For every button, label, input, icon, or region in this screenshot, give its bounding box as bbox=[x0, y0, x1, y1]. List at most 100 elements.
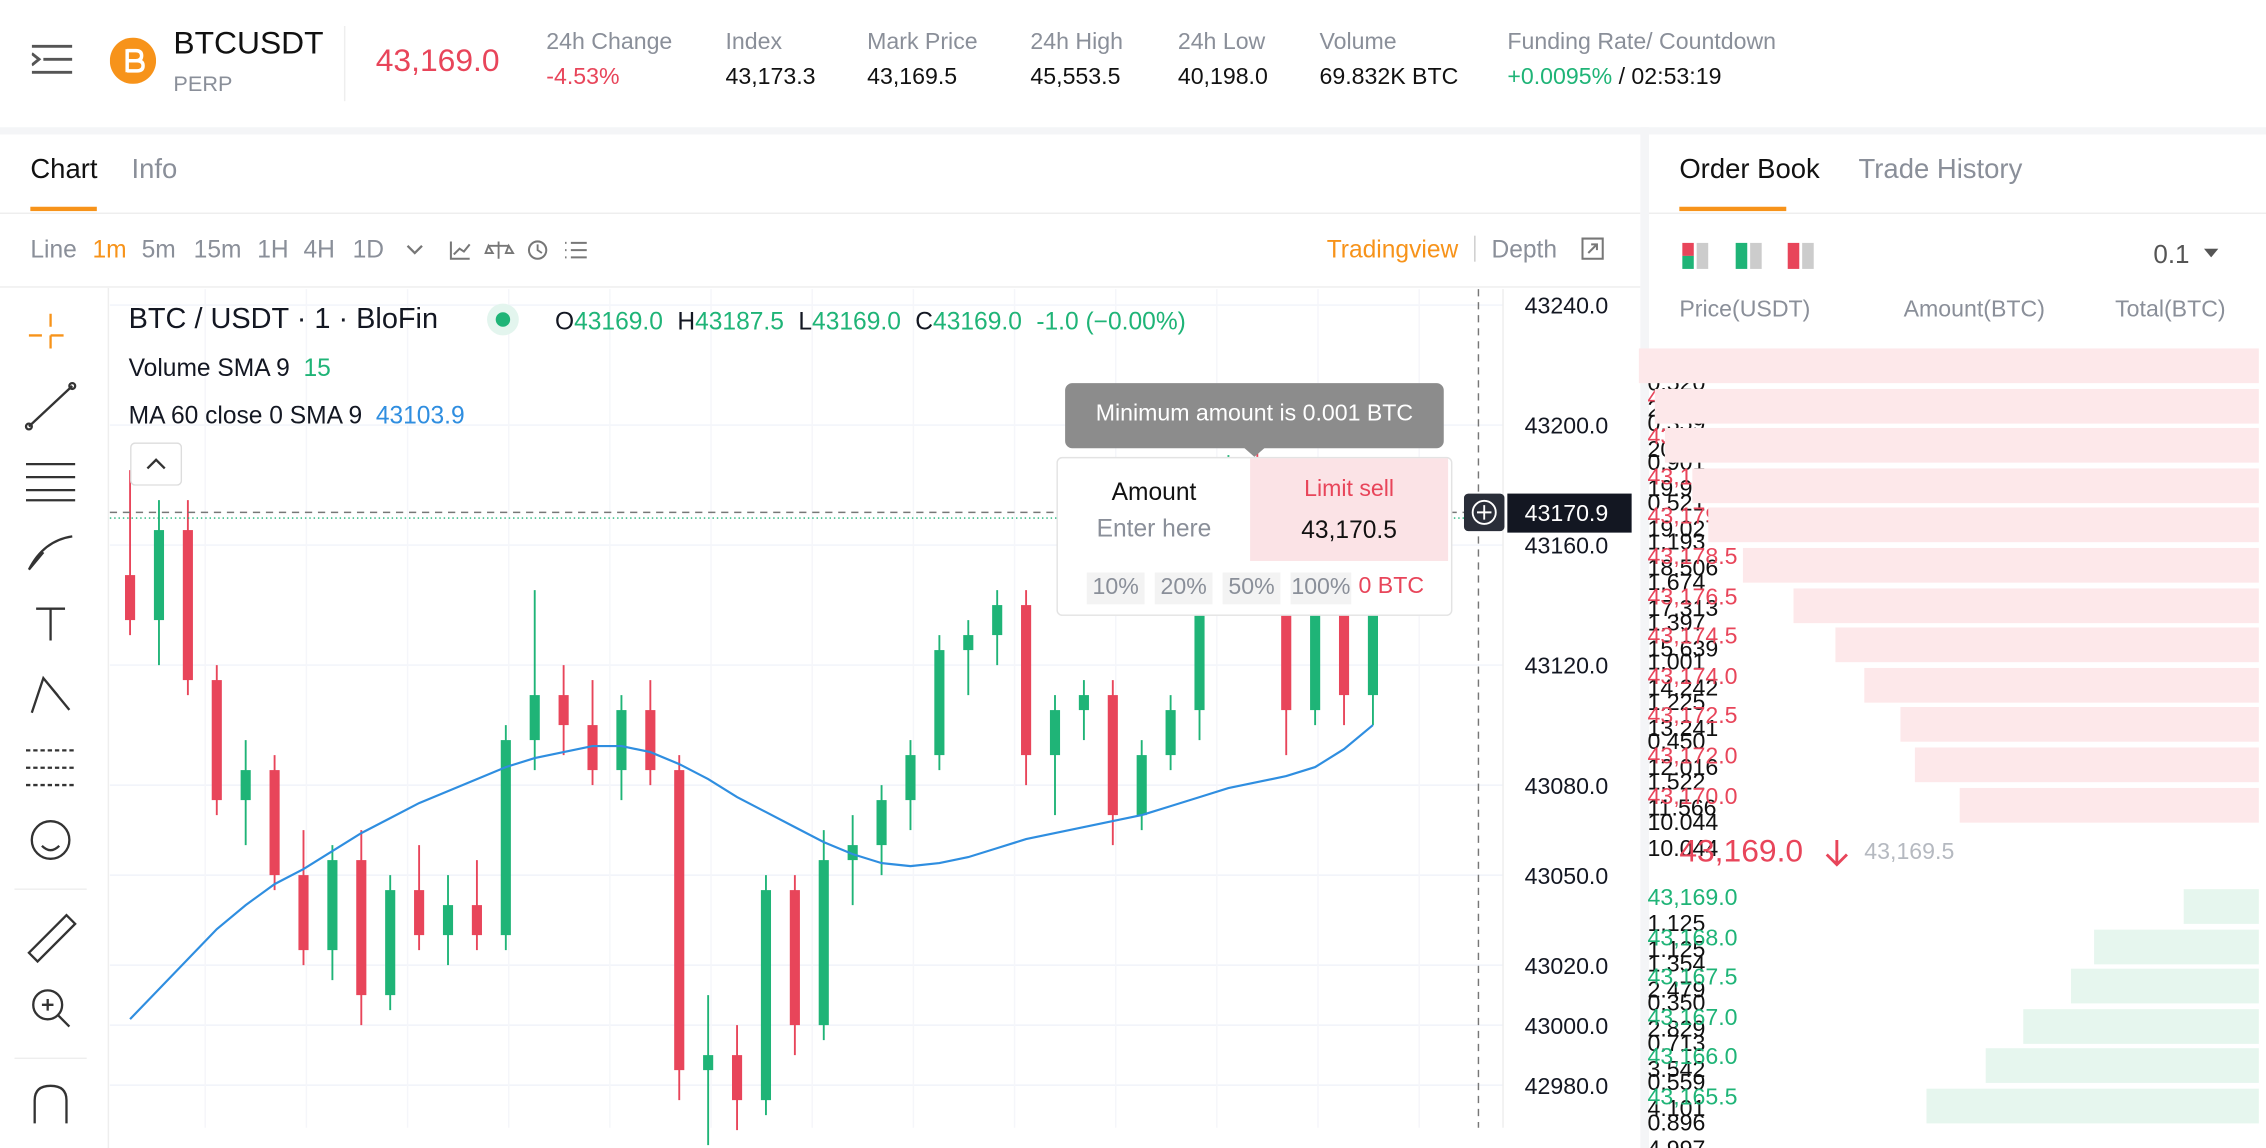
candle-body bbox=[1165, 710, 1176, 756]
percent-button[interactable]: 100% bbox=[1290, 572, 1352, 605]
column-header: Total(BTC) bbox=[2115, 297, 2226, 323]
tab[interactable]: Order Book bbox=[1679, 154, 1820, 186]
ask-row[interactable]: 43,179.0 1.193 18.506 bbox=[1648, 505, 2266, 582]
y-tick-label: 43160.0 bbox=[1525, 533, 1609, 559]
candle-body bbox=[125, 575, 136, 621]
percent-button[interactable]: 50% bbox=[1222, 572, 1281, 605]
book-layout-icons[interactable] bbox=[1682, 240, 1819, 272]
amount: 1.001 bbox=[1647, 650, 1706, 676]
y-tick-label: 42980.0 bbox=[1525, 1073, 1609, 1099]
coin-logo bbox=[109, 37, 157, 84]
divider bbox=[343, 26, 346, 102]
amount-input[interactable]: Enter here bbox=[1096, 514, 1212, 543]
tab[interactable]: Info bbox=[131, 154, 178, 186]
view-mode[interactable]: Depth bbox=[1491, 235, 1558, 264]
ask-row[interactable]: 43,172.5 0.450 12.016 bbox=[1648, 705, 2266, 781]
view-mode[interactable]: Tradingview bbox=[1326, 235, 1459, 264]
interval[interactable]: 1D bbox=[352, 235, 385, 264]
total: 2.479 bbox=[1647, 978, 1706, 1003]
interval[interactable]: 1H bbox=[257, 235, 289, 264]
column-header: Price(USDT) bbox=[1679, 297, 1811, 323]
tab[interactable]: Trade History bbox=[1858, 154, 2023, 186]
legend-value: 15 bbox=[303, 354, 331, 382]
countdown: / 02:53:19 bbox=[1618, 65, 1722, 90]
interval[interactable]: 15m bbox=[193, 235, 242, 264]
y-tick-label: 43240.0 bbox=[1525, 293, 1609, 319]
stat-value: 45,553.5 bbox=[1030, 65, 1121, 90]
bid-row[interactable]: 43,167.0 0.713 3.542 bbox=[1648, 1006, 2266, 1083]
y-tick-label: 43000.0 bbox=[1525, 1013, 1609, 1039]
candle-body bbox=[153, 530, 165, 621]
bid-row[interactable]: 43,166.0 0.559 4.101 bbox=[1648, 1046, 2266, 1123]
candle-body bbox=[471, 905, 482, 936]
contract-type: PERP bbox=[173, 72, 233, 97]
candle-body bbox=[1078, 695, 1089, 711]
price: 43,168.0 bbox=[1647, 926, 1738, 951]
candle-body bbox=[1194, 590, 1205, 711]
sell-panel[interactable] bbox=[1250, 458, 1449, 561]
ask-row[interactable]: 43,176.5 1.397 15.639 bbox=[1647, 584, 2266, 662]
chart-tools[interactable] bbox=[405, 240, 607, 260]
price: 43,174.0 bbox=[1647, 664, 1738, 690]
bid-row[interactable]: 43,169.0 1.125 1.125 bbox=[1648, 886, 2266, 963]
ask-row[interactable]: 43,182.50.52020.807 bbox=[1639, 346, 2266, 422]
candle-body bbox=[1021, 605, 1032, 756]
available: 0 BTC bbox=[1358, 573, 1425, 599]
price: 43,165.5 bbox=[1647, 1085, 1738, 1111]
depth-bar bbox=[1692, 468, 2259, 503]
ma-line bbox=[129, 724, 1374, 1020]
y-tick-label: 43200.0 bbox=[1525, 413, 1609, 439]
amount: 1.522 bbox=[1647, 770, 1706, 796]
caret bbox=[2203, 248, 2219, 258]
candle-body bbox=[731, 1055, 743, 1101]
ohlc-value: 43169.0 bbox=[933, 307, 1022, 336]
interval[interactable]: 5m bbox=[141, 235, 176, 264]
stat-value: 69.832K BTC bbox=[1319, 65, 1459, 90]
gap bbox=[0, 127, 2266, 135]
stat-value: 43,173.3 bbox=[725, 65, 816, 90]
symbol[interactable]: BTCUSDT bbox=[173, 24, 324, 61]
depth-bar bbox=[2094, 929, 2259, 964]
y-tick-label: 43120.0 bbox=[1525, 653, 1609, 679]
candle-body bbox=[442, 905, 454, 936]
collapse-button[interactable] bbox=[130, 442, 183, 486]
ask-row[interactable]: 43,178.5 1.674 17.313 bbox=[1647, 545, 2266, 622]
candle-body bbox=[529, 695, 540, 741]
price: 43,178.5 bbox=[1647, 545, 1738, 570]
percent-button[interactable]: 20% bbox=[1154, 572, 1213, 605]
depth-bar bbox=[2070, 968, 2259, 1004]
percent-button[interactable]: 10% bbox=[1086, 572, 1145, 605]
mid-price: 43,169.0 bbox=[1679, 832, 1804, 869]
tab[interactable]: Chart bbox=[30, 154, 98, 186]
ask-row[interactable]: 43,182.00.35920.287 bbox=[1648, 385, 2266, 462]
bid-row[interactable]: 43,168.0 1.354 2.479 bbox=[1647, 926, 2266, 1003]
price: 43,176.5 bbox=[1647, 584, 1738, 610]
interval[interactable]: 1m bbox=[92, 235, 127, 264]
ask-row[interactable]: 43,170.0 10.044 10.044 bbox=[1648, 784, 2266, 861]
fullscreen-icon[interactable] bbox=[1581, 237, 1604, 260]
ask-row[interactable]: 43,174.5 1.001 14.242 bbox=[1647, 624, 2266, 701]
column-header: Amount(BTC) bbox=[1903, 297, 2045, 323]
total: 15.639 bbox=[1647, 637, 1719, 662]
depth-bar bbox=[1834, 627, 2259, 663]
bid-row[interactable]: 43,167.5 0.350 2.829 bbox=[1648, 966, 2266, 1043]
interval[interactable]: 4H bbox=[303, 235, 335, 264]
amount: 1.354 bbox=[1647, 952, 1706, 977]
stat-label: 24h Low bbox=[1177, 30, 1266, 55]
ask-row[interactable]: 43,174.0 1.225 13.241 bbox=[1647, 664, 2266, 741]
candle-body bbox=[1338, 605, 1350, 696]
ask-row[interactable]: 43,172.0 1.522 11.566 bbox=[1648, 745, 2266, 821]
total: 17.313 bbox=[1647, 597, 1719, 622]
precision[interactable]: 0.1 bbox=[2153, 240, 2190, 269]
menu-icon[interactable] bbox=[31, 43, 73, 75]
price: 43,174.5 bbox=[1647, 624, 1738, 650]
funding: +0.0095% / 02:53:19 bbox=[1507, 65, 1722, 90]
candle-body bbox=[1281, 575, 1292, 711]
interval[interactable]: Line bbox=[30, 235, 77, 264]
total: 11.566 bbox=[1647, 796, 1717, 822]
legend-value: 43103.9 bbox=[375, 401, 465, 430]
